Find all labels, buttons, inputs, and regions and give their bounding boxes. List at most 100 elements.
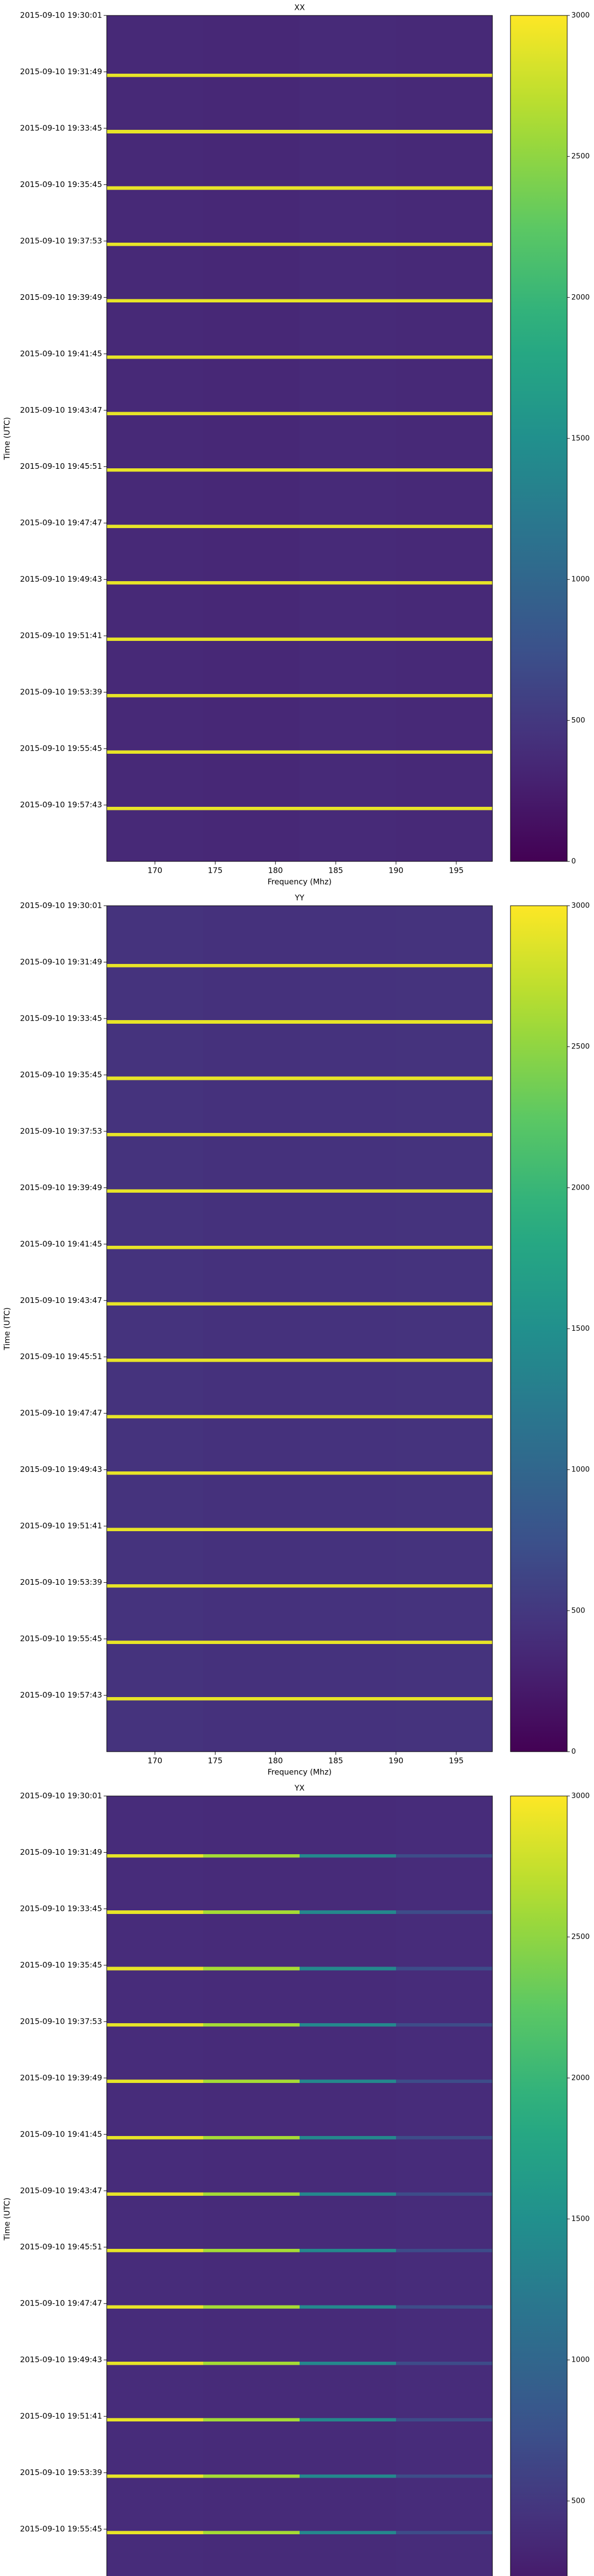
- heatmap-cell: [203, 1020, 300, 1024]
- heatmap-cell: [396, 2192, 492, 2196]
- heatmap-cell: [396, 1910, 492, 1914]
- heatmap-cell: [396, 1133, 492, 1137]
- heatmap-cell: [300, 2196, 396, 2249]
- y-tick-label: 2015-09-10 19:55:45: [20, 1634, 102, 1643]
- heatmap-cell: [300, 1697, 396, 1701]
- heatmap-cell: [203, 584, 300, 638]
- heatmap-cell: [203, 2305, 300, 2309]
- y-tick-label: 2015-09-10 19:33:45: [20, 1904, 102, 1913]
- colorbar-tick-label: 2500: [571, 152, 590, 161]
- heatmap-cell: [107, 2083, 203, 2137]
- y-tick-label: 2015-09-10 19:39:49: [20, 293, 102, 302]
- heatmap-cell: [107, 412, 203, 416]
- heatmap-cell: [107, 753, 203, 807]
- heatmap-cell: [396, 2418, 492, 2421]
- x-tick-label: 180: [268, 866, 283, 875]
- heatmap-cell: [396, 77, 492, 130]
- y-tick-label: 2015-09-10 19:41:45: [20, 1239, 102, 1248]
- plot-frame: [106, 1795, 493, 2576]
- heatmap-cell: [107, 1913, 203, 1967]
- colorbar-tick-label: 500: [571, 1606, 585, 1615]
- heatmap-cell: [300, 1136, 396, 1190]
- colorbar-tick-label: 1500: [571, 2215, 590, 2223]
- heatmap-cell: [396, 1302, 492, 1306]
- heatmap-cell: [396, 186, 492, 190]
- y-tick-label: 2015-09-10 19:57:43: [20, 1690, 102, 1700]
- heatmap-cell: [300, 468, 396, 472]
- heatmap-cell: [107, 2421, 203, 2475]
- heatmap-cell: [107, 528, 203, 581]
- heatmap-cell: [107, 1076, 203, 1080]
- heatmap-cell: [107, 1531, 203, 1584]
- heatmap-cell: [107, 73, 203, 77]
- heatmap-cell: [203, 581, 300, 585]
- heatmap-cell: [396, 2249, 492, 2252]
- heatmap-cell: [203, 1913, 300, 1967]
- heatmap-cell: [300, 581, 396, 585]
- heatmap-cell: [107, 1415, 203, 1419]
- heatmap-cell: [300, 2139, 396, 2193]
- heatmap-cell: [107, 1136, 203, 1190]
- panel-title: YX: [294, 1784, 304, 1793]
- heatmap-cell: [396, 302, 492, 356]
- heatmap-cell: [203, 190, 300, 243]
- heatmap-cell: [396, 2136, 492, 2140]
- heatmap-cell: [203, 1362, 300, 1415]
- heatmap-cell: [396, 1587, 492, 1641]
- heatmap-cell: [203, 1700, 300, 1752]
- heatmap-cell: [300, 1193, 396, 1246]
- heatmap-cell: [396, 906, 492, 964]
- heatmap-cell: [203, 15, 300, 74]
- heatmap-cell: [107, 15, 203, 74]
- colorbar-tick-label: 1500: [571, 434, 590, 443]
- heatmap-cell: [396, 750, 492, 754]
- heatmap-cell: [300, 186, 396, 190]
- heatmap-cell: [300, 2083, 396, 2137]
- y-tick-label: 2015-09-10 19:51:41: [20, 631, 102, 640]
- heatmap-cell: [300, 1080, 396, 1133]
- heatmap-cell: [396, 1418, 492, 1471]
- heatmap-cell: [396, 2309, 492, 2362]
- colorbar-tick-label: 2000: [571, 1183, 590, 1192]
- heatmap-cell: [300, 1700, 396, 1752]
- heatmap-cell: [107, 2418, 203, 2421]
- heatmap-cell: [107, 750, 203, 754]
- heatmap-cell: [107, 246, 203, 299]
- colorbar-tick-label: 2000: [571, 2074, 590, 2082]
- heatmap-cell: [203, 810, 300, 861]
- heatmap-cell: [300, 2309, 396, 2362]
- heatmap-cell: [396, 2361, 492, 2365]
- y-tick-label: 2015-09-10 19:47:47: [20, 518, 102, 528]
- heatmap-cell: [396, 584, 492, 638]
- heatmap-cell: [300, 2136, 396, 2140]
- heatmap-cell: [300, 73, 396, 77]
- heatmap-cell: [396, 1531, 492, 1584]
- heatmap-cell: [203, 693, 300, 698]
- heatmap-cell: [203, 243, 300, 246]
- heatmap-cell: [396, 2365, 492, 2418]
- heatmap-cell: [300, 190, 396, 243]
- heatmap-cell: [107, 471, 203, 525]
- heatmap-cell: [107, 2534, 203, 2576]
- heatmap-cell: [300, 584, 396, 638]
- panel: YX1701751801851901952015-09-10 19:30:012…: [3, 1784, 590, 2576]
- colorbar-tick-label: 2500: [571, 1043, 590, 1051]
- heatmap-cell: [203, 77, 300, 130]
- heatmap-cell: [396, 1584, 492, 1588]
- x-tick-label: 170: [147, 866, 162, 875]
- heatmap-cell: [300, 637, 396, 641]
- heatmap-cell: [107, 2139, 203, 2193]
- heatmap-cell: [396, 753, 492, 807]
- heatmap-cell: [300, 415, 396, 469]
- x-tick-label: 180: [268, 1756, 283, 1766]
- heatmap-cell: [396, 637, 492, 641]
- y-tick-label: 2015-09-10 19:30:01: [20, 1791, 102, 1801]
- heatmap-cell: [203, 528, 300, 581]
- heatmap-cell: [300, 1418, 396, 1471]
- heatmap-cell: [396, 1020, 492, 1024]
- heatmap-cell: [203, 967, 300, 1021]
- heatmap-cell: [203, 2136, 300, 2140]
- heatmap-cell: [203, 2474, 300, 2478]
- heatmap-cell: [300, 1475, 396, 1528]
- heatmap-cell: [107, 2365, 203, 2418]
